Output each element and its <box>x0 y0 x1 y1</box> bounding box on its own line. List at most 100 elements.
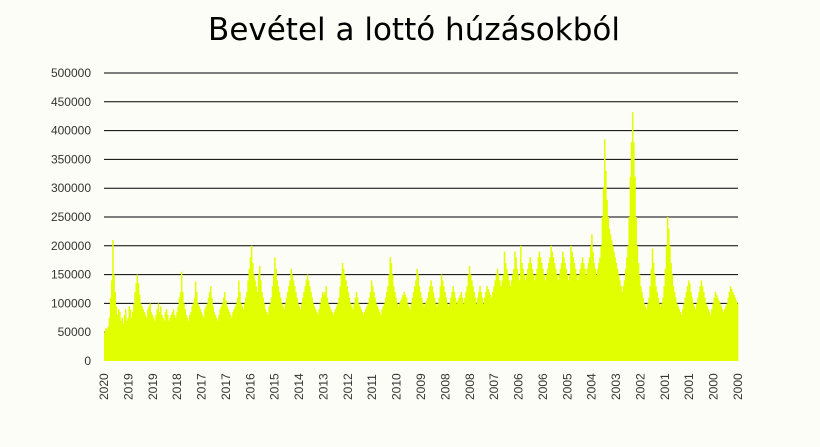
bar <box>236 297 239 361</box>
bar <box>320 297 323 361</box>
bar <box>416 268 418 361</box>
bar <box>574 268 577 361</box>
bar <box>143 312 146 361</box>
bar <box>694 309 697 361</box>
bar <box>253 274 255 361</box>
x-tick-label: 2001 <box>658 373 672 400</box>
bar <box>398 303 401 361</box>
bar <box>128 306 130 361</box>
bar <box>145 317 148 361</box>
bar <box>444 291 446 361</box>
bar <box>272 274 275 361</box>
bar <box>592 251 594 361</box>
bar <box>583 263 585 361</box>
bar <box>168 320 170 361</box>
x-tick-label: 2001 <box>682 373 696 400</box>
bar <box>696 303 698 361</box>
bar <box>388 274 390 361</box>
bar <box>234 306 237 361</box>
bar <box>394 291 396 361</box>
bar <box>337 303 339 361</box>
bar <box>326 297 329 361</box>
bar <box>221 303 224 361</box>
bar <box>513 268 515 361</box>
bar <box>620 286 622 361</box>
bar <box>627 245 629 361</box>
bar <box>727 297 730 361</box>
bar <box>226 306 228 361</box>
bar <box>614 257 616 361</box>
bar <box>319 303 322 361</box>
bar <box>208 291 211 361</box>
bar <box>596 268 599 361</box>
bar <box>615 263 618 361</box>
bar <box>129 309 132 361</box>
bar <box>622 286 625 361</box>
bar <box>305 280 308 361</box>
x-tick-label: 2014 <box>292 373 306 400</box>
chart-title: Bevétel a lottó húzásokból <box>208 12 620 48</box>
x-tick-label: 2017 <box>219 373 233 400</box>
bar <box>338 297 340 361</box>
bar <box>400 300 402 361</box>
x-tick-label: 2000 <box>707 373 721 400</box>
bar <box>564 263 566 361</box>
bar <box>531 268 534 361</box>
x-tick-label: 2008 <box>438 373 452 400</box>
bar <box>137 283 140 361</box>
bar <box>607 217 609 361</box>
bar <box>689 283 691 361</box>
bar <box>668 228 670 361</box>
bar <box>276 280 279 361</box>
bar <box>285 297 288 361</box>
bar <box>313 306 316 361</box>
bar <box>469 274 472 361</box>
bar <box>106 329 108 361</box>
bar <box>225 300 227 361</box>
bar <box>726 303 728 361</box>
bar <box>461 297 464 361</box>
bar <box>318 309 320 361</box>
bar <box>657 297 660 361</box>
bar <box>656 291 658 361</box>
bar <box>580 263 583 361</box>
bar <box>706 306 709 361</box>
bar <box>333 312 336 361</box>
bar <box>536 268 538 361</box>
bar <box>645 309 648 361</box>
bar <box>562 251 564 361</box>
bar <box>701 286 704 361</box>
bar <box>655 286 657 361</box>
bar <box>602 188 605 361</box>
bar <box>131 312 134 361</box>
bar <box>256 291 259 361</box>
bar <box>115 306 118 361</box>
bar <box>119 312 121 361</box>
bar <box>431 286 434 361</box>
bar <box>654 274 656 361</box>
bar <box>165 309 168 361</box>
bar <box>490 297 493 361</box>
bar <box>345 280 347 361</box>
bar <box>595 274 598 361</box>
bar <box>446 303 449 361</box>
bar <box>483 297 486 361</box>
bar <box>448 303 451 361</box>
bar <box>594 268 597 361</box>
bar <box>459 294 461 361</box>
bars <box>104 112 739 361</box>
bar <box>224 291 226 361</box>
bar <box>606 199 608 361</box>
bar <box>177 306 179 361</box>
bar <box>578 274 580 361</box>
bar <box>401 297 403 361</box>
bar <box>474 297 477 361</box>
bar <box>601 217 604 361</box>
bar <box>324 291 326 361</box>
bar <box>623 280 626 361</box>
bar <box>552 257 555 361</box>
y-tick-label: 250000 <box>51 210 91 224</box>
bar <box>724 309 726 361</box>
bar <box>369 291 372 361</box>
bar <box>425 300 428 361</box>
